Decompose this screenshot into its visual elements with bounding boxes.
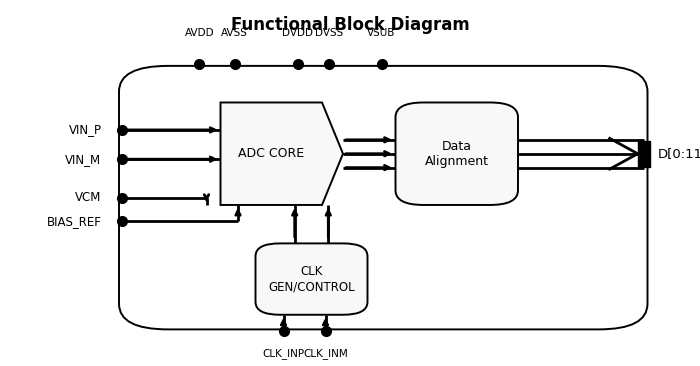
Text: CLK_INM: CLK_INM [303,348,348,359]
FancyBboxPatch shape [256,243,368,315]
Text: DVSS: DVSS [315,29,343,38]
Text: CLK
GEN/CONTROL: CLK GEN/CONTROL [268,265,355,293]
Text: AVSS: AVSS [221,29,248,38]
Text: CLK_INP: CLK_INP [262,348,304,359]
Text: D[0:11]: D[0:11] [658,147,700,160]
Text: DVDD: DVDD [282,29,313,38]
Text: Data
Alignment: Data Alignment [425,140,489,168]
Text: VSUB: VSUB [368,29,395,38]
Text: ADC CORE: ADC CORE [238,147,304,160]
Text: VIN_M: VIN_M [65,153,101,166]
Text: VCM: VCM [75,191,101,204]
Text: Functional Block Diagram: Functional Block Diagram [230,16,470,34]
FancyBboxPatch shape [395,102,518,205]
Text: VIN_P: VIN_P [69,123,102,137]
Text: BIAS_REF: BIAS_REF [47,215,102,228]
Bar [638,141,650,167]
Polygon shape [220,102,343,205]
Text: AVDD: AVDD [185,29,214,38]
